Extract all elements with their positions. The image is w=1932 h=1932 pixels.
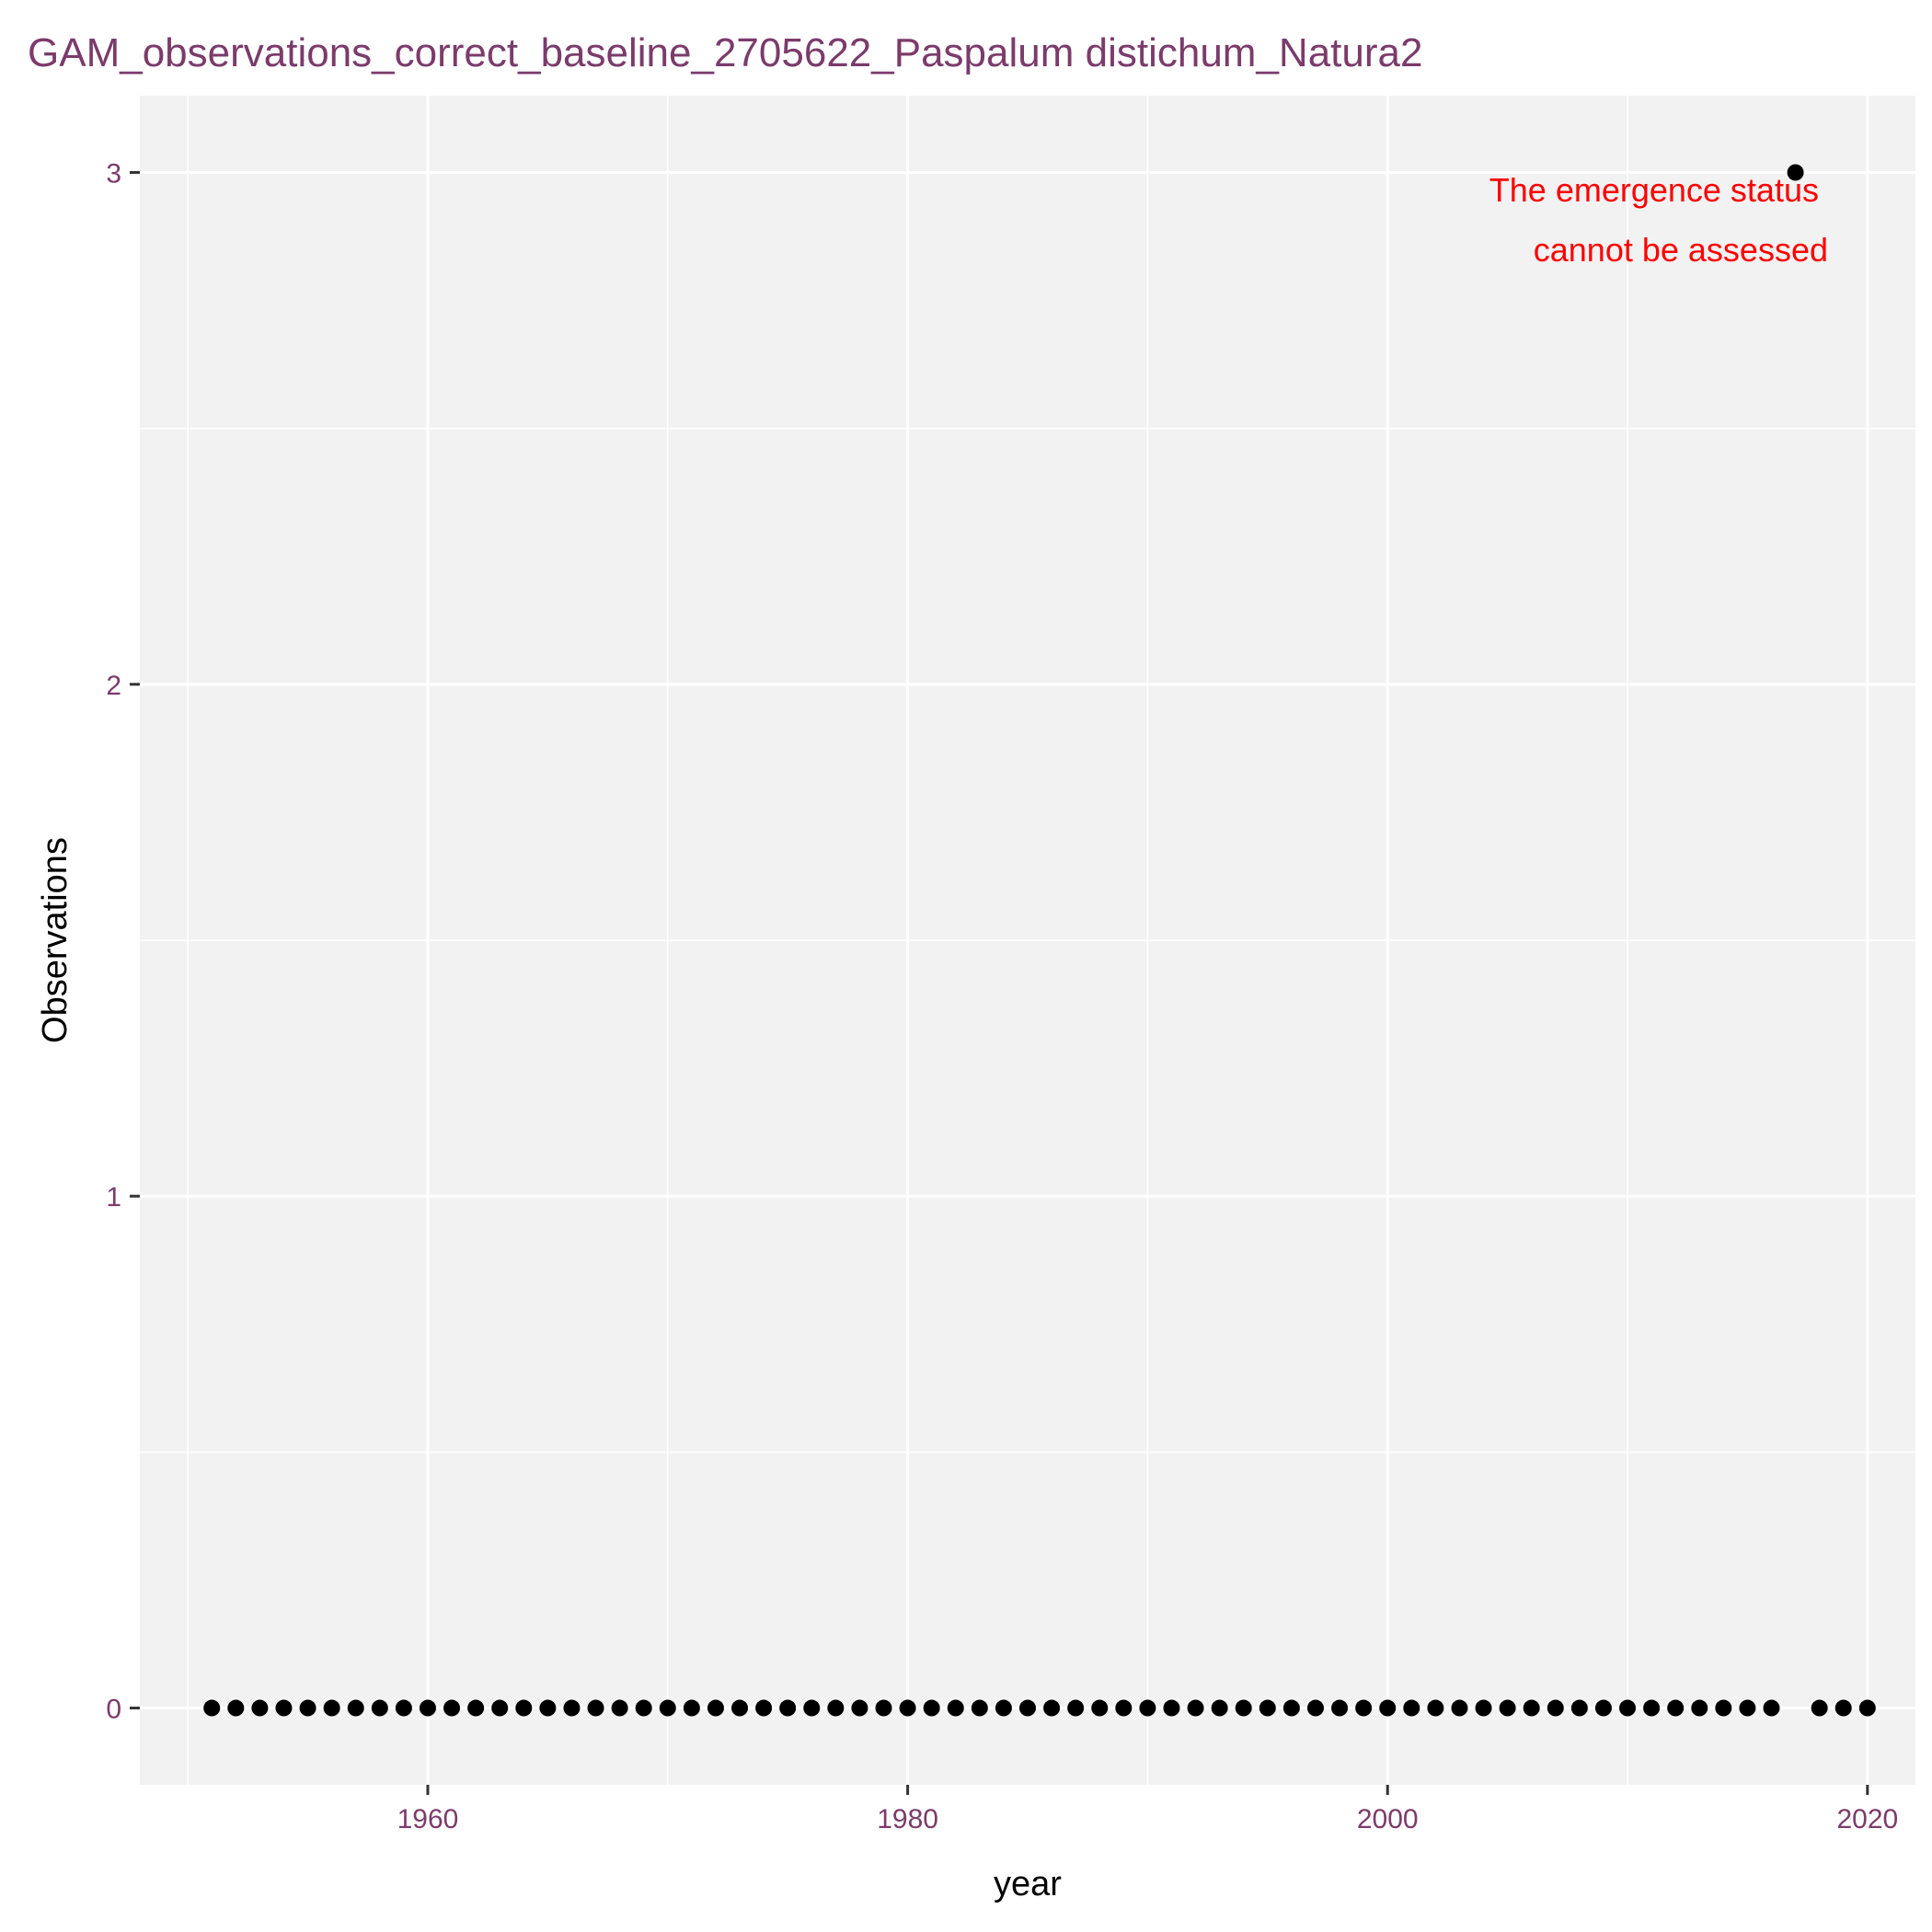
data-point [971,1699,988,1717]
x-tick-label: 1980 [877,1804,938,1834]
x-tick-label: 1960 [397,1804,459,1834]
data-point [1331,1699,1349,1717]
data-point [299,1699,316,1717]
data-point [1643,1699,1661,1717]
data-point [1523,1699,1540,1717]
y-tick-label: 0 [106,1695,121,1725]
data-point [1475,1699,1492,1717]
data-point [395,1699,412,1717]
data-point [659,1699,676,1717]
data-point [347,1699,364,1717]
data-point [731,1699,749,1717]
y-tick-label: 2 [106,671,121,701]
data-point [1691,1699,1708,1717]
data-point [1187,1699,1204,1717]
data-point [1282,1699,1300,1717]
data-point [683,1699,700,1717]
data-points [203,164,1876,1717]
data-point [1619,1699,1637,1717]
data-point [995,1699,1012,1717]
annotation-line-2: cannot be assessed [1534,231,1828,269]
data-point [1715,1699,1732,1717]
data-point [1019,1699,1036,1717]
data-point [1163,1699,1180,1717]
data-point [707,1699,724,1717]
y-axis-title: Observations [36,837,75,1043]
major-gridlines [140,96,1915,1785]
data-point [1306,1699,1324,1717]
data-point [1811,1699,1828,1717]
data-point [1834,1699,1852,1717]
data-point [587,1699,604,1717]
data-point [875,1699,892,1717]
data-point [1355,1699,1373,1717]
data-point [1594,1699,1612,1717]
data-point [635,1699,652,1717]
data-point [515,1699,533,1717]
data-point [1787,164,1804,181]
data-point [563,1699,581,1717]
data-point [1427,1699,1444,1717]
data-point [1067,1699,1085,1717]
data-point [779,1699,797,1717]
data-point [323,1699,340,1717]
data-point [467,1699,485,1717]
y-tick-label: 1 [106,1182,121,1213]
data-point [1091,1699,1109,1717]
data-point [1379,1699,1397,1717]
x-tick-label: 2020 [1836,1804,1898,1834]
data-point [755,1699,773,1717]
data-point [1139,1699,1156,1717]
minor-gridlines [140,96,1915,1785]
data-point [1211,1699,1228,1717]
data-point [275,1699,293,1717]
data-point [1403,1699,1420,1717]
data-point [1259,1699,1276,1717]
x-tick-label: 2000 [1357,1804,1419,1834]
data-point [1763,1699,1780,1717]
data-point [1739,1699,1756,1717]
data-point [1858,1699,1876,1717]
data-point [251,1699,269,1717]
data-point [1499,1699,1516,1717]
data-point [851,1699,868,1717]
data-point [1667,1699,1685,1717]
data-point [1043,1699,1061,1717]
data-point [419,1699,436,1717]
data-point [1547,1699,1564,1717]
data-point [371,1699,388,1717]
data-point [1451,1699,1468,1717]
data-point [827,1699,845,1717]
y-tick-label: 3 [106,158,121,189]
data-point [227,1699,245,1717]
data-point [611,1699,628,1717]
data-point [1115,1699,1133,1717]
x-axis-title: year [994,1865,1062,1903]
data-point [947,1699,964,1717]
data-point [203,1699,221,1717]
data-point [899,1699,916,1717]
status-annotation: The emergence status cannot be assessed [1489,171,1828,269]
chart-title: GAM_observations_correct_baseline_270562… [28,30,1422,75]
data-point [491,1699,509,1717]
data-point [1235,1699,1252,1717]
data-point [443,1699,461,1717]
y-axis: 0 1 2 3 [106,158,140,1725]
x-axis: 1960 1980 2000 2020 [397,1785,1898,1834]
data-point [1570,1699,1588,1717]
data-point [539,1699,557,1717]
data-point [803,1699,821,1717]
data-point [923,1699,940,1717]
annotation-line-1: The emergence status [1489,171,1819,209]
